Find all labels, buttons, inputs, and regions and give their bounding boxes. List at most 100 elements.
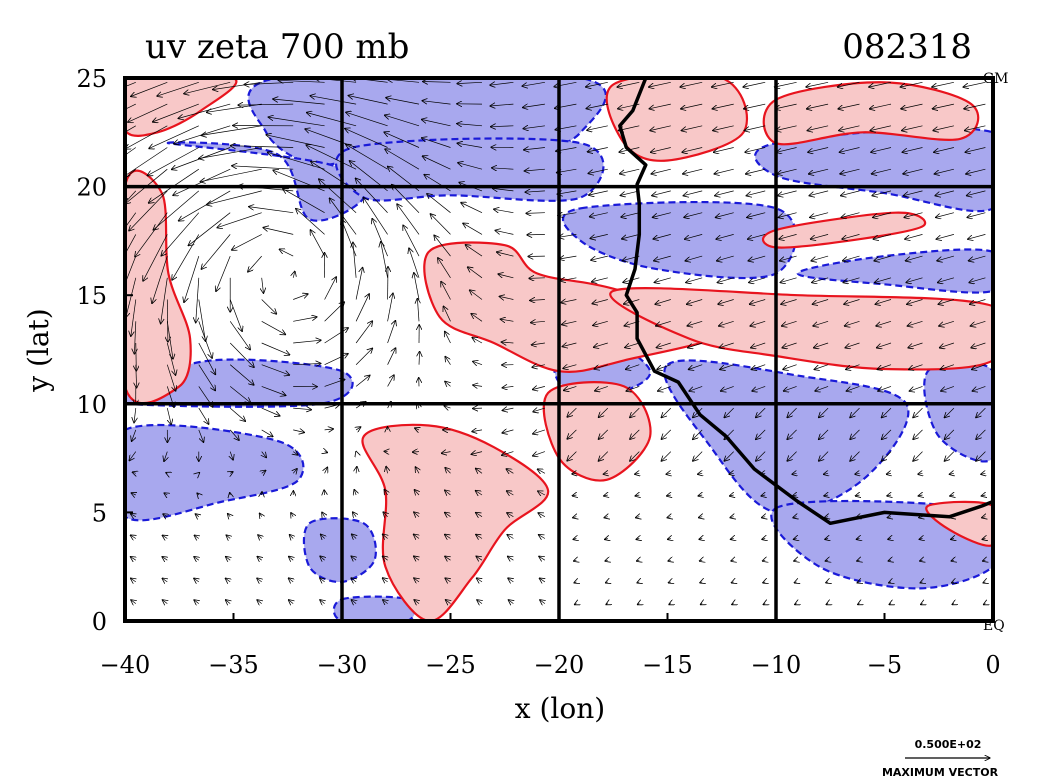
wind-vector [529,278,545,279]
wind-vector [682,147,703,153]
wind-vector [587,147,608,152]
wind-vector [229,386,251,403]
wind-vector [382,534,387,538]
x-tick-label: −25 [425,651,476,679]
wind-vector [814,364,829,370]
wind-vector [889,604,891,605]
x-tick-label: −10 [751,651,802,679]
wind-vector [498,274,514,278]
wind-vector [809,190,829,196]
wind-vector [689,386,703,391]
wind-vector [794,560,797,561]
wind-vector [715,212,734,218]
wind-vector [195,514,199,517]
wind-vector [636,539,639,540]
wind-vector [324,277,337,300]
wind-vector [502,430,514,433]
wind-vector [650,147,671,153]
wind-vector [445,578,451,582]
wind-vector [533,408,546,412]
wind-vector [714,168,734,174]
wind-vector [387,375,395,387]
wind-vector [636,517,640,518]
wind-vector [747,234,766,239]
wind-vector [813,320,829,326]
wind-vector [680,81,703,87]
wind-vector [845,342,860,348]
wind-vector [467,267,483,279]
wind-vector [698,517,702,518]
wind-vector [617,81,640,87]
wind-vector [743,81,766,87]
wind-vector [983,560,986,561]
x-tick-label: −30 [317,651,368,679]
wind-vector [951,560,954,561]
wind-vector [685,255,703,261]
wind-vector [387,320,396,344]
wind-vector [476,556,482,560]
wind-vector [668,582,671,583]
wind-vector [197,493,199,495]
wind-vector [320,600,325,604]
wind-vector [730,539,733,540]
wind-vector [238,104,294,105]
wind-vector [825,539,828,540]
wind-vector [810,212,829,218]
wind-vector [356,466,357,474]
wind-vector [881,451,892,462]
wind-vector [356,427,361,430]
wind-vector [412,452,420,453]
wind-vector [457,143,483,148]
wind-vector [457,82,483,83]
wind-vector [751,364,766,370]
wind-vector [686,277,703,283]
wind-vector [293,294,308,300]
wind-vector [164,451,167,462]
wind-vector [699,539,702,540]
wind-vector [293,317,317,322]
wind-vector [320,578,325,582]
wind-vector [731,582,733,583]
wind-vector [562,343,577,347]
wind-vector [387,348,396,365]
wind-vector [244,82,294,84]
wind-vector [620,190,640,196]
wind-vector [198,429,204,443]
wind-vector [352,534,357,538]
wind-vector [711,81,734,87]
wind-vector [500,319,514,321]
wind-vector [756,429,766,440]
wind-vector [384,115,420,127]
wind-vector [888,539,891,540]
wind-vector [499,296,514,299]
wind-vector [526,213,545,214]
wind-vector [232,234,262,250]
wind-vector [384,489,387,495]
wind-vector [598,407,609,417]
wind-vector [162,600,167,604]
wind-vector [761,495,765,496]
wind-vector [445,331,451,344]
negative-vorticity-region [302,517,378,584]
wind-vector [125,255,137,285]
wind-vector [783,364,797,370]
wind-vector [605,539,608,540]
wind-vector [873,234,892,239]
wind-vector [493,188,514,191]
wind-vector [825,560,828,561]
wind-vector [795,604,797,605]
wind-vector [666,473,671,474]
wind-vector [637,604,639,605]
wind-vector [441,281,451,300]
wind-vector [346,112,388,127]
wind-vector [810,234,829,239]
wind-vector [814,342,829,348]
wind-vector [720,364,734,370]
wind-vector [162,557,167,561]
wind-vector [471,452,483,455]
wind-vector [652,212,671,218]
wind-vector [944,451,955,462]
wind-vector [524,169,545,171]
wind-vector [217,212,262,228]
wind-vector [683,168,703,174]
